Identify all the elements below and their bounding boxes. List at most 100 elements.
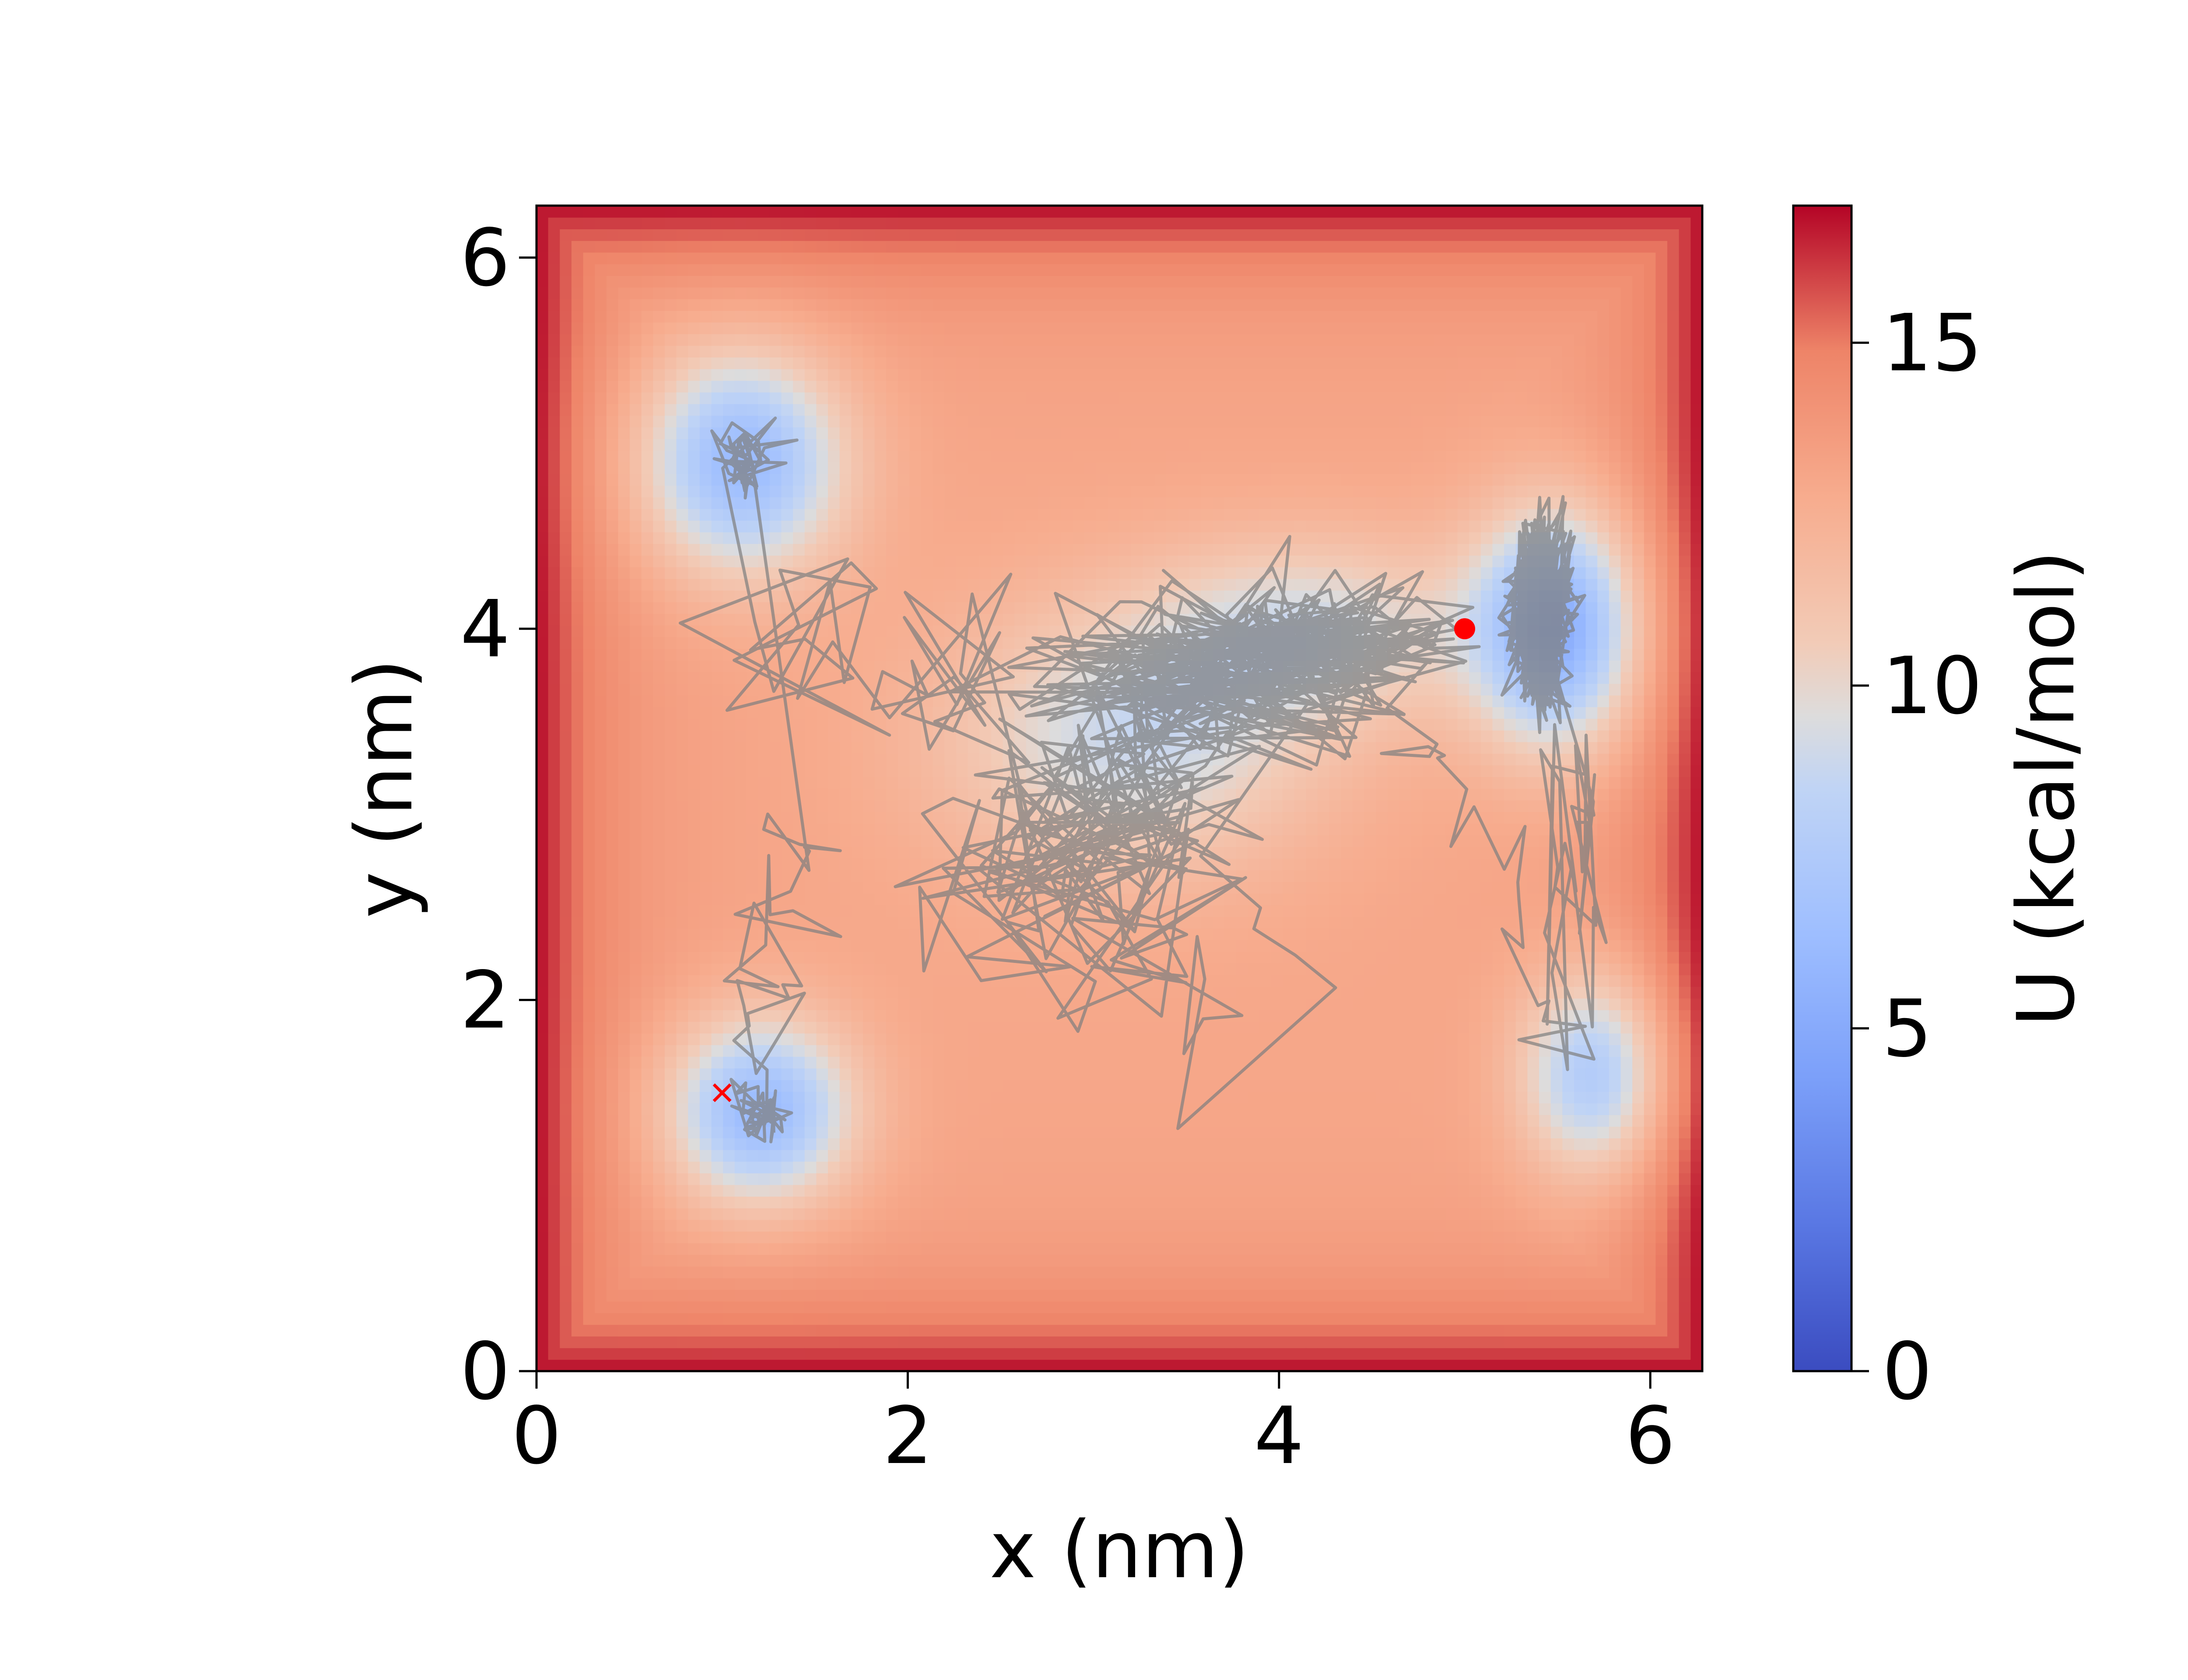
heatmap-cell [560, 1254, 572, 1267]
heatmap-cell [769, 718, 782, 731]
heatmap-cell [536, 1184, 549, 1197]
heatmap-cell [933, 415, 945, 427]
heatmap-cell [746, 1149, 758, 1162]
heatmap-cell [1026, 520, 1038, 532]
heatmap-cell [711, 555, 724, 567]
heatmap-cell [933, 1103, 945, 1115]
heatmap-cell [898, 450, 910, 462]
heatmap-cell [1038, 1103, 1050, 1115]
heatmap-cell [839, 1266, 852, 1278]
heatmap-cell [1061, 345, 1073, 358]
heatmap-cell [1096, 508, 1108, 521]
heatmap-cell [560, 462, 572, 474]
heatmap-cell [630, 1068, 642, 1080]
heatmap-cell [921, 299, 933, 311]
heatmap-cell [1084, 252, 1097, 264]
heatmap-cell [1014, 252, 1027, 264]
heatmap-cell [921, 543, 933, 556]
heatmap-cell [665, 1242, 677, 1255]
heatmap-cell [804, 986, 817, 999]
heatmap-cell [641, 1348, 654, 1360]
heatmap-cell [665, 672, 677, 684]
heatmap-cell [595, 532, 607, 544]
heatmap-cell [793, 1068, 805, 1080]
heatmap-cell [804, 462, 817, 474]
heatmap-cell [641, 951, 654, 964]
heatmap-cell [874, 1045, 887, 1057]
heatmap-cell [548, 392, 561, 404]
heatmap-cell [1038, 217, 1050, 230]
heatmap-cell [758, 1173, 770, 1185]
heatmap-cell [968, 497, 980, 509]
heatmap-cell [828, 963, 840, 976]
heatmap-cell [851, 497, 863, 509]
heatmap-cell [1108, 357, 1120, 369]
heatmap-cell [816, 217, 828, 230]
heatmap-cell [991, 1068, 1003, 1080]
heatmap-cell [618, 275, 630, 288]
heatmap-cell [560, 1231, 572, 1243]
heatmap-cell [723, 917, 735, 929]
heatmap-cell [839, 485, 852, 497]
heatmap-cell [909, 427, 922, 439]
heatmap-cell [699, 334, 712, 346]
heatmap-cell [1049, 1289, 1062, 1302]
heatmap-cell [536, 1278, 549, 1290]
heatmap-cell [560, 1359, 572, 1371]
heatmap-cell [711, 1336, 724, 1348]
heatmap-cell [723, 998, 735, 1010]
heatmap-cell [863, 403, 875, 416]
heatmap-cell [665, 392, 677, 404]
heatmap-cell [991, 229, 1003, 241]
heatmap-cell [583, 1254, 595, 1267]
heatmap-cell [874, 427, 887, 439]
heatmap-cell [1061, 229, 1073, 241]
heatmap-cell [1038, 240, 1050, 253]
heatmap-cell [863, 648, 875, 661]
heatmap-cell [863, 299, 875, 311]
heatmap-cell [676, 275, 689, 288]
heatmap-cell [1073, 392, 1085, 404]
heatmap-cell [536, 1138, 549, 1150]
heatmap-cell [536, 882, 549, 894]
heatmap-cell [1003, 217, 1015, 230]
heatmap-cell [548, 788, 561, 801]
heatmap-cell [933, 1254, 945, 1267]
heatmap-cell [606, 485, 619, 497]
heatmap-cell [583, 951, 595, 964]
heatmap-cell [548, 893, 561, 906]
heatmap-cell [711, 1289, 724, 1302]
heatmap-cell [618, 1138, 630, 1150]
heatmap-cell [1084, 508, 1097, 521]
heatmap-cell [828, 229, 840, 241]
heatmap-cell [968, 345, 980, 358]
heatmap-cell [1049, 578, 1062, 591]
heatmap-cell [781, 334, 793, 346]
heatmap-cell [863, 555, 875, 567]
heatmap-cell [676, 415, 689, 427]
heatmap-cell [979, 753, 992, 766]
heatmap-cell [1003, 310, 1015, 323]
heatmap-cell [711, 229, 724, 241]
heatmap-cell [665, 1045, 677, 1057]
heatmap-cell [898, 473, 910, 486]
heatmap-cell [583, 497, 595, 509]
heatmap-cell [676, 322, 689, 334]
heatmap-cell [828, 730, 840, 742]
heatmap-cell [898, 1324, 910, 1337]
heatmap-cell [909, 858, 922, 871]
heatmap-cell [1003, 1359, 1015, 1371]
heatmap-cell [746, 543, 758, 556]
heatmap-cell [979, 1080, 992, 1092]
heatmap-cell [968, 1242, 980, 1255]
heatmap-cell [665, 683, 677, 696]
heatmap-cell [606, 765, 619, 777]
heatmap-cell [839, 392, 852, 404]
heatmap-cell [711, 1254, 724, 1267]
heatmap-cell [793, 240, 805, 253]
heatmap-cell [653, 497, 665, 509]
heatmap-cell [711, 206, 724, 218]
heatmap-cell [933, 625, 945, 637]
heatmap-cell [618, 788, 630, 801]
heatmap-cell [769, 1021, 782, 1034]
